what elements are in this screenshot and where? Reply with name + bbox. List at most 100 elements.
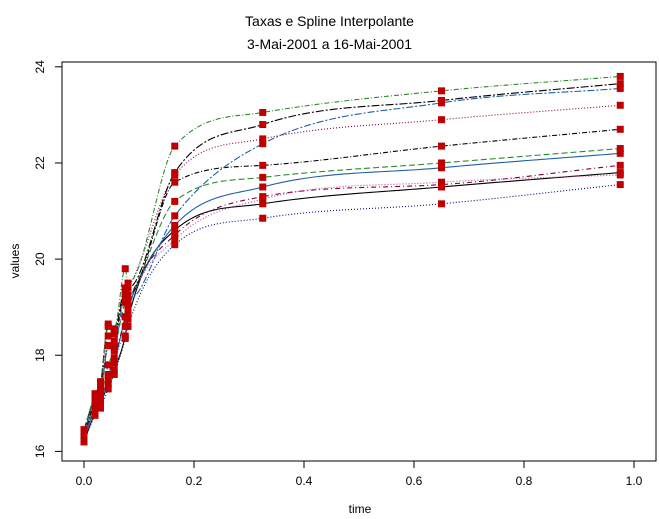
data-markers bbox=[80, 72, 624, 446]
data-point bbox=[259, 135, 267, 143]
data-point bbox=[438, 87, 445, 95]
data-point bbox=[91, 390, 99, 398]
y-axis: 16 18 20 22 24 bbox=[33, 60, 63, 458]
data-point bbox=[616, 149, 624, 157]
data-point bbox=[616, 171, 624, 179]
data-point bbox=[171, 231, 179, 239]
data-point bbox=[438, 200, 445, 208]
x-tick-label: 0.2 bbox=[186, 474, 203, 488]
data-point bbox=[91, 411, 99, 419]
series-line-11 bbox=[83, 75, 621, 430]
data-point bbox=[121, 322, 129, 330]
data-point bbox=[110, 370, 118, 378]
data-point bbox=[171, 178, 179, 186]
x-axis: 0.0 0.2 0.4 0.6 0.8 1.0 bbox=[76, 460, 643, 488]
data-point bbox=[80, 431, 88, 439]
data-point bbox=[438, 96, 445, 104]
data-point bbox=[110, 337, 118, 345]
series-line-9 bbox=[83, 87, 621, 435]
data-point bbox=[616, 125, 624, 133]
data-point bbox=[110, 342, 118, 350]
data-point bbox=[616, 84, 624, 92]
data-point bbox=[104, 370, 112, 378]
data-point bbox=[97, 404, 104, 412]
series-line-6 bbox=[83, 147, 621, 438]
data-point bbox=[259, 161, 267, 169]
data-point bbox=[104, 375, 112, 383]
data-point bbox=[438, 178, 445, 186]
y-tick-label: 22 bbox=[33, 156, 47, 170]
data-point bbox=[124, 279, 132, 287]
data-point bbox=[259, 195, 267, 203]
data-point bbox=[171, 226, 179, 234]
data-point bbox=[171, 197, 179, 205]
data-point bbox=[171, 221, 179, 229]
data-point bbox=[171, 142, 179, 150]
data-point bbox=[171, 241, 179, 249]
data-point bbox=[124, 308, 132, 316]
data-point bbox=[121, 291, 129, 299]
data-point bbox=[124, 284, 132, 292]
data-point bbox=[171, 236, 179, 244]
y-tick-label: 16 bbox=[33, 444, 47, 458]
series-line-4 bbox=[83, 164, 621, 438]
data-point bbox=[259, 200, 267, 208]
series-line-5 bbox=[83, 174, 621, 442]
data-point bbox=[110, 354, 118, 362]
series-lines bbox=[83, 75, 621, 442]
chart-title: Taxas e Spline Interpolante bbox=[245, 13, 414, 29]
data-point bbox=[104, 332, 112, 340]
data-point bbox=[259, 183, 267, 191]
y-tick-label: 18 bbox=[33, 348, 47, 362]
data-point bbox=[97, 378, 104, 386]
data-point bbox=[616, 80, 624, 88]
series-line-8 bbox=[83, 104, 621, 433]
data-point bbox=[121, 313, 129, 321]
x-axis-label: time bbox=[349, 502, 372, 516]
data-point bbox=[110, 366, 118, 374]
data-point bbox=[104, 361, 112, 369]
data-point bbox=[121, 334, 129, 342]
data-point bbox=[171, 212, 179, 220]
data-point bbox=[104, 320, 112, 328]
plot-frame bbox=[61, 61, 657, 462]
data-point bbox=[80, 438, 88, 446]
data-point bbox=[438, 116, 445, 124]
data-point bbox=[80, 426, 88, 434]
data-point bbox=[97, 399, 104, 407]
series-line-3 bbox=[83, 184, 621, 442]
data-point bbox=[91, 407, 99, 415]
data-point bbox=[110, 346, 118, 354]
data-point bbox=[104, 380, 112, 388]
data-point bbox=[438, 142, 445, 150]
x-tick-label: 0.0 bbox=[76, 474, 93, 488]
y-axis-label: values bbox=[8, 244, 22, 279]
data-point bbox=[616, 72, 624, 80]
x-tick-label: 0.4 bbox=[296, 474, 313, 488]
data-point bbox=[616, 181, 624, 189]
data-point bbox=[104, 342, 112, 350]
data-point bbox=[110, 358, 118, 366]
series-line-1 bbox=[83, 172, 621, 442]
x-tick-label: 0.8 bbox=[516, 474, 533, 488]
data-point bbox=[616, 145, 624, 153]
data-point bbox=[259, 173, 267, 181]
y-tick-label: 24 bbox=[33, 60, 47, 74]
data-point bbox=[259, 120, 267, 128]
data-point bbox=[259, 108, 267, 116]
x-tick-label: 1.0 bbox=[626, 474, 643, 488]
data-point bbox=[259, 140, 267, 148]
data-point bbox=[171, 169, 179, 177]
data-point bbox=[110, 325, 118, 333]
chart-subtitle: 3-Mai-2001 a 16-Mai-2001 bbox=[247, 36, 412, 52]
data-point bbox=[616, 161, 624, 169]
y-tick-label: 20 bbox=[33, 252, 47, 266]
data-point bbox=[104, 385, 112, 393]
data-point bbox=[124, 296, 132, 304]
data-point bbox=[121, 265, 129, 273]
data-point bbox=[259, 214, 267, 222]
series-line-10 bbox=[83, 83, 621, 430]
data-point bbox=[438, 159, 445, 167]
data-point bbox=[97, 390, 104, 398]
